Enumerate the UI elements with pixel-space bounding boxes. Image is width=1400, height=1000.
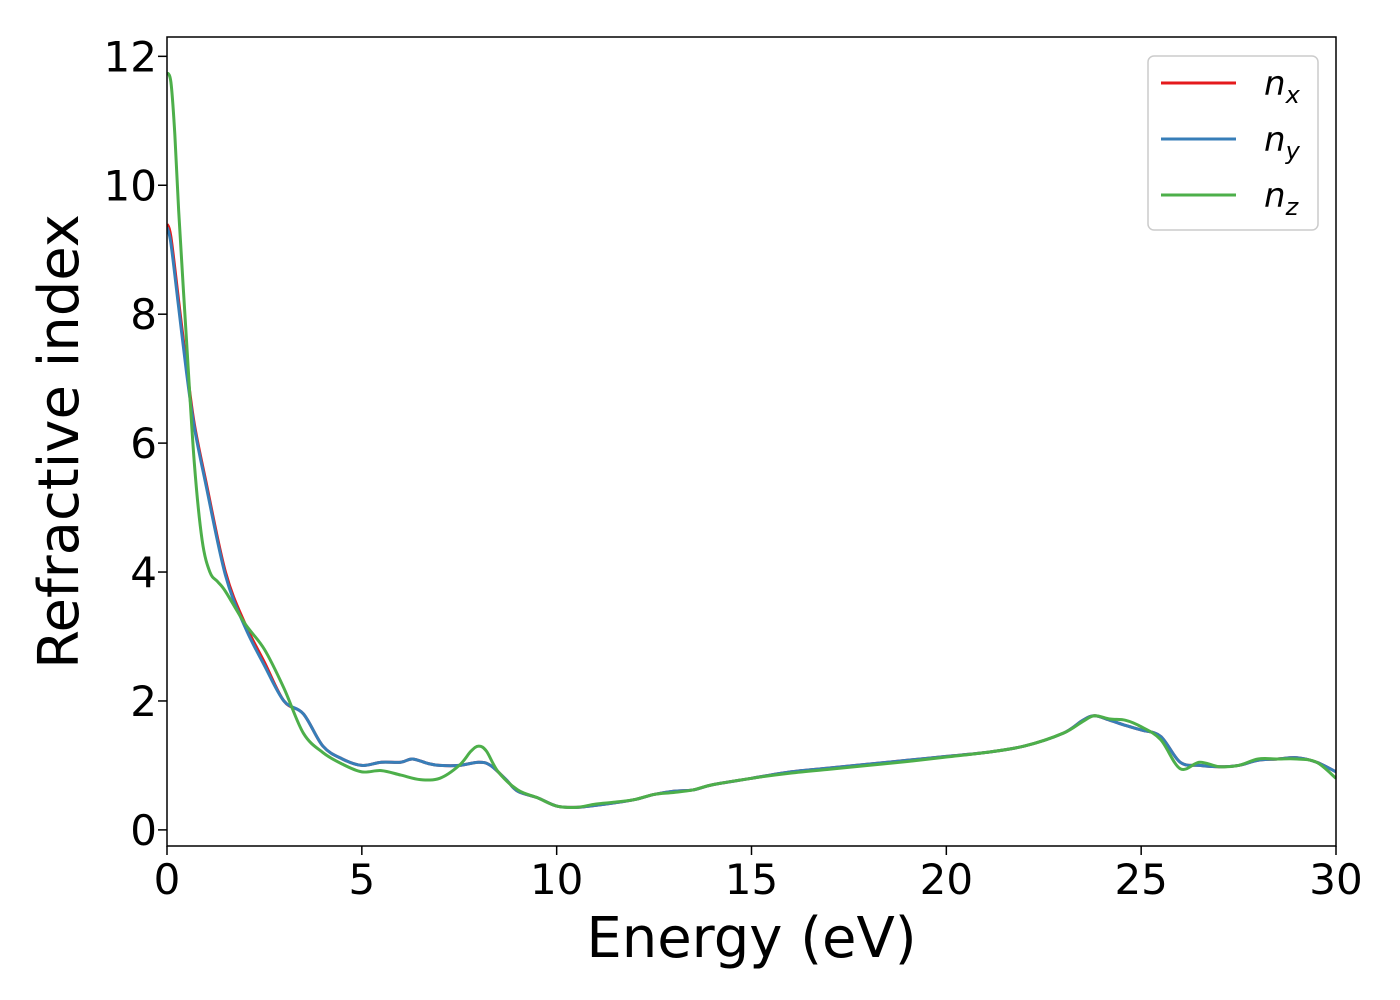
x-tick-label: 10 <box>530 855 583 904</box>
y-tick-label: 4 <box>130 548 157 597</box>
x-tick-label: 30 <box>1309 855 1362 904</box>
x-axis: 0 5 10 15 20 25 30 <box>154 846 1363 904</box>
x-axis-label: Energy (eV) <box>586 906 916 971</box>
y-axis: 0 2 4 6 8 10 12 <box>104 32 167 855</box>
x-tick-label: 5 <box>348 855 375 904</box>
y-tick-label: 8 <box>130 290 157 339</box>
y-tick-label: 0 <box>130 806 157 855</box>
x-tick-label: 0 <box>154 855 181 904</box>
legend-box <box>1147 55 1319 231</box>
legend-label-x: nx <box>1264 64 1301 109</box>
x-tick-label: 15 <box>725 855 778 904</box>
x-tick-label: 25 <box>1114 855 1167 904</box>
y-tick-label: 12 <box>104 32 157 81</box>
series-line-z <box>167 71 1336 809</box>
x-tick-label: 20 <box>920 855 973 904</box>
y-tick-label: 6 <box>130 419 157 468</box>
legend-label-y: ny <box>1264 120 1301 165</box>
y-tick-label: 2 <box>130 677 157 726</box>
y-axis-label: Refractive index <box>27 214 92 669</box>
y-tick-label: 10 <box>104 161 157 210</box>
legend: nx ny nz <box>1147 55 1319 231</box>
legend-label-z: nz <box>1264 176 1300 221</box>
plot-lines <box>167 71 1336 809</box>
